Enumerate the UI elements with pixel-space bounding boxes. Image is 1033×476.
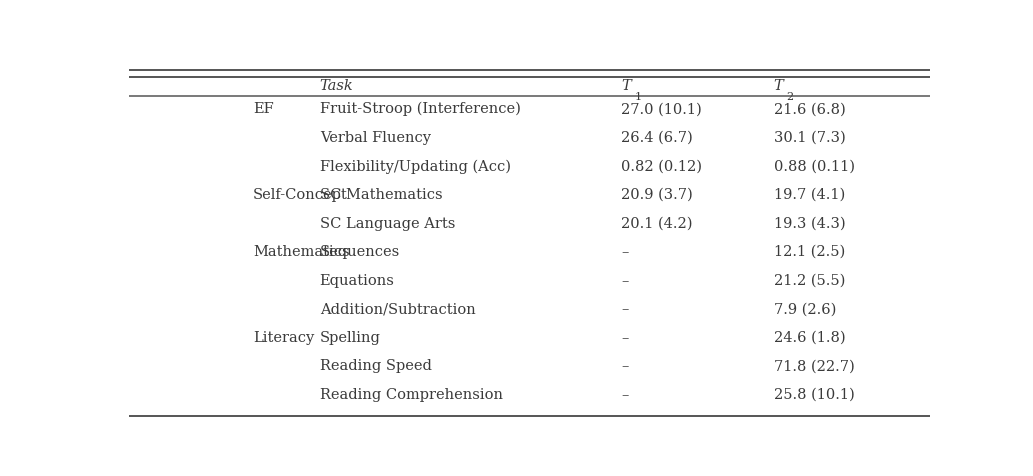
Text: EF: EF [253,102,274,116]
Text: 20.1 (4.2): 20.1 (4.2) [622,217,693,230]
Text: 0.82 (0.12): 0.82 (0.12) [622,159,702,173]
Text: 71.8 (22.7): 71.8 (22.7) [774,359,854,374]
Text: 20.9 (3.7): 20.9 (3.7) [622,188,693,202]
Text: SC Language Arts: SC Language Arts [319,217,456,230]
Text: Addition/Subtraction: Addition/Subtraction [319,302,475,316]
Text: Spelling: Spelling [319,331,380,345]
Text: Self-Concept: Self-Concept [253,188,348,202]
Text: T: T [622,79,631,93]
Text: 25.8 (10.1): 25.8 (10.1) [774,388,854,402]
Text: 2: 2 [786,92,793,102]
Text: Mathematics: Mathematics [253,245,350,259]
Text: 27.0 (10.1): 27.0 (10.1) [622,102,702,116]
Text: 12.1 (2.5): 12.1 (2.5) [774,245,845,259]
Text: 21.2 (5.5): 21.2 (5.5) [774,274,845,288]
Text: –: – [622,388,629,402]
Text: 24.6 (1.8): 24.6 (1.8) [774,331,845,345]
Text: 1: 1 [634,92,641,102]
Text: Equations: Equations [319,274,395,288]
Text: Fruit-Stroop (Interference): Fruit-Stroop (Interference) [319,102,521,116]
Text: –: – [622,359,629,374]
Text: SC Mathematics: SC Mathematics [319,188,442,202]
Text: 19.3 (4.3): 19.3 (4.3) [774,217,845,230]
Text: Task: Task [319,79,353,93]
Text: Reading Comprehension: Reading Comprehension [319,388,503,402]
Text: Verbal Fluency: Verbal Fluency [319,131,431,145]
Text: T: T [774,79,783,93]
Text: –: – [622,274,629,288]
Text: 7.9 (2.6): 7.9 (2.6) [774,302,836,316]
Text: 0.88 (0.11): 0.88 (0.11) [774,159,854,173]
Text: –: – [622,245,629,259]
Text: 19.7 (4.1): 19.7 (4.1) [774,188,845,202]
Text: Reading Speed: Reading Speed [319,359,432,374]
Text: Flexibility/Updating (Acc): Flexibility/Updating (Acc) [319,159,510,174]
Text: Literacy: Literacy [253,331,314,345]
Text: 26.4 (6.7): 26.4 (6.7) [622,131,693,145]
Text: 30.1 (7.3): 30.1 (7.3) [774,131,845,145]
Text: Sequences: Sequences [319,245,400,259]
Text: –: – [622,331,629,345]
Text: 21.6 (6.8): 21.6 (6.8) [774,102,845,116]
Text: –: – [622,302,629,316]
